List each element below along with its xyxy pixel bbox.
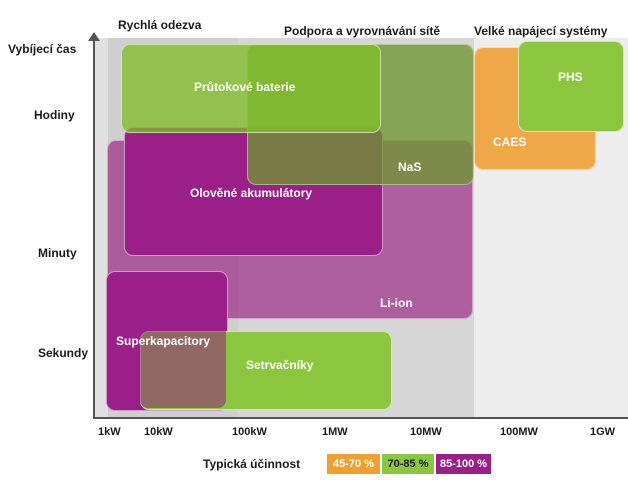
region-label-grid-support: Podpora a vyrovnávání sítě [284,24,441,38]
x-tick-1kw: 1kW [98,426,121,438]
label-phs: PHS [558,70,583,84]
region-label-large-power: Velké napájecí systémy [474,24,608,38]
label-li-ion: Li-ion [380,296,413,310]
supercapacitors-overlap [140,331,226,408]
x-tick-1mw: 1MW [322,426,348,438]
y-tick-seconds: Sekundy [38,346,89,360]
label-flow-batteries: Průtokové baterie [194,80,296,94]
label-nas: NaS [398,160,422,174]
label-supercapacitors: Superkapacitory [116,334,211,348]
phs-box [518,41,624,132]
y-tick-hours: Hodiny [34,108,75,122]
legend-item-orange: 45-70 % [327,454,380,474]
x-tick-10mw: 10MW [410,426,442,438]
x-axis-line [93,417,628,419]
legend-item-purple: 85-100 % [436,454,491,474]
flow-batteries-box [121,44,381,133]
label-caes: CAES [493,135,527,149]
y-axis-title: Vybíjecí čas [8,42,77,56]
label-flywheels: Setrvačníky [246,358,314,372]
region-label-fast-response: Rychlá odezva [118,18,202,32]
label-lead-acid: Olověné akumulátory [190,186,313,200]
x-tick-1gw: 1GW [590,426,616,438]
x-tick-10kw: 10kW [144,426,173,438]
legend-item-green: 70-85 % [382,454,434,474]
y-axis-line [93,38,95,418]
y-axis-arrow [88,32,100,41]
y-tick-minutes: Minuty [38,246,77,260]
x-tick-100mw: 100MW [500,426,538,438]
x-tick-100kw: 100kW [232,426,267,438]
legend-title: Typická účinnost [203,457,301,471]
